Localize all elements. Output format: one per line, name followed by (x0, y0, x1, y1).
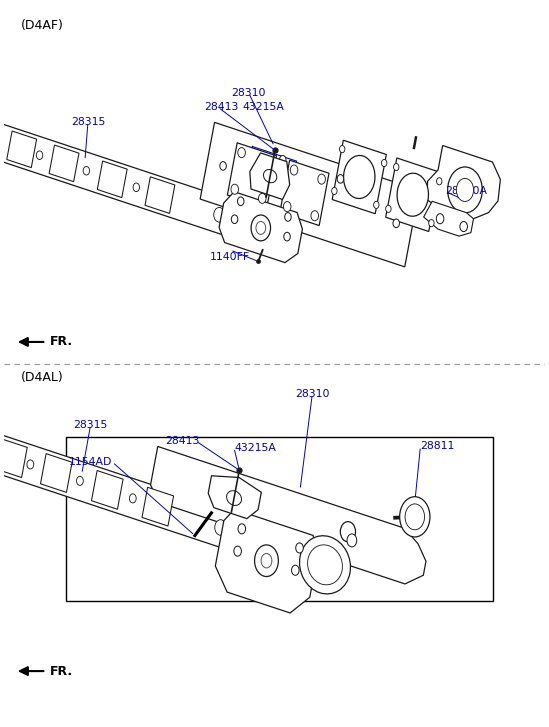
Circle shape (255, 545, 278, 577)
Circle shape (460, 222, 467, 232)
Text: 28413: 28413 (165, 436, 200, 446)
Circle shape (290, 165, 298, 175)
Circle shape (447, 167, 482, 213)
Circle shape (292, 565, 299, 575)
Circle shape (261, 553, 272, 568)
Polygon shape (332, 140, 386, 214)
Circle shape (382, 159, 387, 166)
Circle shape (36, 151, 43, 159)
Bar (66, 437, 494, 601)
Circle shape (374, 201, 379, 209)
Text: 28315: 28315 (71, 117, 105, 127)
Polygon shape (280, 160, 329, 225)
Text: (D4AF): (D4AF) (20, 19, 63, 31)
Polygon shape (150, 446, 426, 584)
Polygon shape (7, 131, 37, 168)
Polygon shape (0, 118, 232, 236)
Circle shape (339, 145, 345, 153)
Polygon shape (219, 192, 302, 262)
Circle shape (256, 222, 266, 234)
Circle shape (296, 543, 303, 553)
Circle shape (279, 156, 286, 164)
Circle shape (265, 157, 273, 166)
Polygon shape (386, 158, 440, 231)
Ellipse shape (307, 545, 343, 585)
Text: 28811: 28811 (421, 441, 455, 451)
Circle shape (332, 188, 337, 195)
Circle shape (340, 522, 356, 542)
Polygon shape (142, 487, 173, 526)
Circle shape (337, 174, 344, 183)
Polygon shape (0, 439, 27, 478)
Polygon shape (97, 161, 127, 198)
Circle shape (130, 494, 136, 503)
Ellipse shape (264, 169, 277, 182)
Polygon shape (145, 177, 175, 214)
Polygon shape (227, 142, 277, 208)
Circle shape (83, 166, 89, 175)
Circle shape (251, 215, 271, 241)
Text: 1140FF: 1140FF (210, 252, 250, 262)
Text: 1154AD: 1154AD (69, 457, 113, 467)
Circle shape (405, 504, 424, 530)
Polygon shape (208, 475, 261, 518)
Text: 28413: 28413 (204, 102, 239, 112)
Circle shape (238, 523, 245, 534)
Polygon shape (92, 470, 123, 510)
Polygon shape (0, 425, 234, 550)
Circle shape (429, 220, 434, 227)
Circle shape (231, 215, 238, 223)
Ellipse shape (300, 536, 350, 594)
Ellipse shape (397, 173, 428, 216)
Polygon shape (200, 122, 419, 267)
Circle shape (284, 233, 290, 241)
Circle shape (231, 184, 238, 194)
Circle shape (311, 211, 318, 221)
Circle shape (400, 497, 430, 537)
Polygon shape (250, 153, 290, 199)
Text: 28310: 28310 (295, 389, 329, 398)
Circle shape (214, 207, 225, 222)
Circle shape (283, 201, 291, 212)
Circle shape (220, 161, 226, 170)
Circle shape (76, 476, 83, 486)
Polygon shape (41, 454, 72, 492)
Circle shape (394, 164, 399, 171)
Polygon shape (49, 145, 79, 182)
Circle shape (238, 197, 244, 206)
Polygon shape (427, 145, 500, 219)
Text: 43215A: 43215A (234, 443, 276, 453)
Circle shape (347, 534, 357, 547)
Text: 28315: 28315 (74, 419, 108, 430)
Polygon shape (215, 510, 318, 613)
Circle shape (238, 148, 245, 158)
Ellipse shape (227, 491, 242, 505)
Circle shape (27, 460, 33, 469)
Circle shape (456, 178, 474, 201)
Circle shape (386, 205, 391, 212)
Circle shape (285, 212, 291, 221)
Text: FR.: FR. (50, 335, 73, 348)
Circle shape (259, 193, 266, 204)
Circle shape (436, 177, 442, 185)
Text: 28320A: 28320A (445, 186, 487, 196)
Text: FR.: FR. (50, 664, 73, 678)
Circle shape (133, 183, 139, 191)
Circle shape (393, 219, 400, 228)
Text: 28310: 28310 (231, 87, 266, 97)
Circle shape (215, 520, 226, 535)
Circle shape (318, 174, 326, 184)
Circle shape (234, 546, 242, 556)
Ellipse shape (344, 156, 375, 198)
Text: 43215A: 43215A (242, 102, 284, 112)
Text: (D4AL): (D4AL) (20, 371, 63, 384)
Polygon shape (424, 201, 473, 236)
Circle shape (436, 214, 444, 224)
